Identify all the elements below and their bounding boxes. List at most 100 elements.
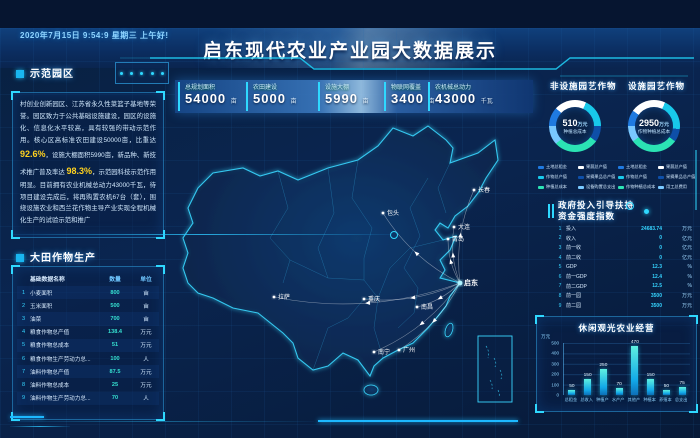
donut-center-label: 510万元 种植总成本 (562, 117, 588, 134)
city-dot-广州 (397, 348, 401, 352)
x-label: 水产产 (611, 397, 625, 402)
stat-value: 54000 亩 (185, 91, 237, 106)
table-header-row: 基础数据名称 数量 单位 (30, 277, 152, 283)
y-tick: 100 (551, 382, 559, 388)
leisure-bar-chart: 50 150 250 70 470 150 50 75 (563, 340, 690, 395)
frame-corner (11, 91, 20, 100)
y-tick: 500 (551, 340, 559, 346)
circle-node-icon (626, 202, 634, 210)
bar-养殖本: 50 (660, 384, 673, 395)
facility-title: 设施园艺作物 (628, 81, 686, 91)
x-label: 养殖本 (659, 397, 672, 402)
stat-greenhouse-area: 设施大棚 5990 亩 (318, 82, 369, 111)
leisure-agro-panel: 休闲观光农业经营 万元 0 100 200 300 400 500 50 150 250 70 4… (535, 315, 698, 413)
circuit-dots-icon (115, 62, 169, 84)
city-label-拉萨: 拉萨 (278, 293, 290, 301)
bottom-left-dash-1 (10, 416, 44, 418)
y-tick: 400 (551, 350, 559, 356)
x-label: 总租金 (564, 397, 578, 402)
city-label-包头: 包头 (387, 209, 399, 217)
legend-item: 果蔬总产值 (658, 162, 696, 172)
dot-node-icon (644, 209, 649, 214)
page-title: 启东现代农业产业园大数据展示 (202, 41, 497, 62)
bar-其他产: 470 (628, 340, 641, 395)
datetime-text: 2020年7月15日 9:54:9 星期三 上午好! (20, 31, 169, 40)
city-dot-南昌 (415, 305, 419, 309)
nonfacility-donut-chart: 510万元 种植总成本 (549, 100, 601, 152)
crops-panel-title: 大田作物生产 (30, 253, 96, 264)
bottom-line-dim (8, 421, 314, 422)
frame-corner (689, 315, 698, 324)
circuit-line-left (12, 234, 392, 235)
gov-table-row: 2 收入 0 亿元 (558, 235, 692, 242)
double-bar-icon (548, 204, 550, 218)
city-dot-南宁 (372, 350, 376, 354)
crops-panel-header: 大田作物生产 (16, 248, 96, 266)
y-axis-unit: 万元 (541, 334, 551, 339)
bar-总租金: 50 (565, 384, 578, 395)
stat-value: 5990 亩 (325, 91, 369, 106)
gov-table-row: 1 投入 24683.74 万元 (558, 225, 692, 233)
legend-item: 采摘果品总产值 (658, 172, 696, 182)
flight-routes (273, 189, 475, 353)
right-edge-accent (695, 150, 697, 210)
frame-corner (535, 404, 544, 413)
bar-总收入: 150 (581, 373, 594, 395)
city-dot-拉萨 (272, 295, 276, 299)
table-row: 6 粮食作物生产劳动力总... 100 人 (21, 355, 149, 363)
city-label-长春: 长春 (478, 186, 490, 194)
y-tick: 0 (556, 392, 559, 398)
gov-funding-panel: 政府投入引导扶持 资金强度指数 1 投入 24683.74 万元 2 收入 0 亿元 3 前一收 0… (548, 200, 698, 312)
legend-item: 作物种植总成本 (618, 182, 656, 192)
gov-table-row: 6 前一GDP 12.4% (558, 273, 692, 281)
flight-arrow-icon (458, 232, 463, 238)
donut-hole (635, 107, 673, 145)
south-china-sea-inset (477, 335, 513, 403)
stat-label: 物联网覆盖 (391, 85, 422, 91)
stat-farmland-built: 农田建设 5000 亩 (246, 82, 297, 111)
china-map: 包头 长春 大连 青岛 启东 拉萨 重庆 南昌 南宁 广州 (178, 118, 522, 422)
stat-label: 总规划面积 (185, 85, 216, 91)
park-description: 村创业创新园区、江苏省永久性菜篮子基地等荣誉。园区致力于公共基础设施建设，园区的… (11, 91, 165, 239)
bottom-line-bright (318, 420, 518, 422)
bullet-square-icon (16, 254, 24, 262)
donut-center-label: 2950万元 作物种植总成本 (637, 117, 671, 134)
leisure-chart-title: 休闲观光农业经营 (578, 323, 655, 333)
gov-table-row: 3 前一收 0 亿元 (558, 244, 692, 252)
x-label: 总支出 (674, 397, 688, 402)
horticulture-panel: 非设施园艺作物 设施园艺作物 510万元 种植总成本 2950万元 作物种植总成… (536, 78, 696, 198)
legend-item: 作物总产值 (618, 172, 656, 182)
city-dot-大连 (452, 225, 456, 229)
frame-corner (156, 265, 165, 274)
gov-table-row: 7 前二GDP 12.5% (558, 283, 692, 290)
country-outline (182, 125, 499, 396)
bar-种植产: 250 (597, 363, 610, 395)
city-label-大连: 大连 (458, 223, 470, 231)
city-dot-长春 (472, 188, 476, 192)
table-row: 4 粮食作物总产值 138.4 万元 (21, 329, 152, 337)
flight-arrow-icon (432, 317, 438, 323)
city-label-广州: 广州 (403, 346, 415, 354)
x-label: 其他产 (627, 397, 641, 402)
table-row: 8 油料作物总成本 25 万元 (21, 381, 152, 389)
table-row: 2 玉米面积 500 亩 (21, 302, 149, 310)
city-dot-包头 (381, 211, 385, 215)
stat-label: 农田建设 (253, 85, 278, 91)
nonfacility-legend: 土地总租金 果蔬总产值 作物总产值 采摘果品总产值 种植总成本 设备购置总支出 (538, 162, 616, 192)
legend-item: 土地总租金 (618, 162, 656, 172)
kpi-stats-band: 总规划面积 54000 亩 农田建设 5000 亩 设施大棚 5990 亩 物联… (175, 80, 533, 113)
city-label-南宁: 南宁 (378, 348, 390, 356)
gov-table-row: 4 前二收 0 亿元 (558, 254, 692, 262)
stat-machinery-power: 农机械总动力 43000 千瓦 (428, 82, 493, 111)
table-row: 9 油料作物生产劳动力总... 70 人 (17, 391, 159, 405)
table-row: 5 粮食作物总成本 51 万元 (17, 338, 159, 352)
city-label-重庆: 重庆 (368, 295, 380, 303)
legend-item: 果蔬总产值 (578, 162, 616, 172)
header-band (0, 28, 700, 68)
frame-corner (689, 404, 698, 413)
park-paragraph: 村创业创新园区、江苏省永久性菜篮子基地等荣誉。园区致力于公共基础设施建设，园区的… (20, 101, 156, 225)
city-label-南昌: 南昌 (421, 303, 433, 311)
legend-item: 用工总费用 (658, 182, 696, 192)
